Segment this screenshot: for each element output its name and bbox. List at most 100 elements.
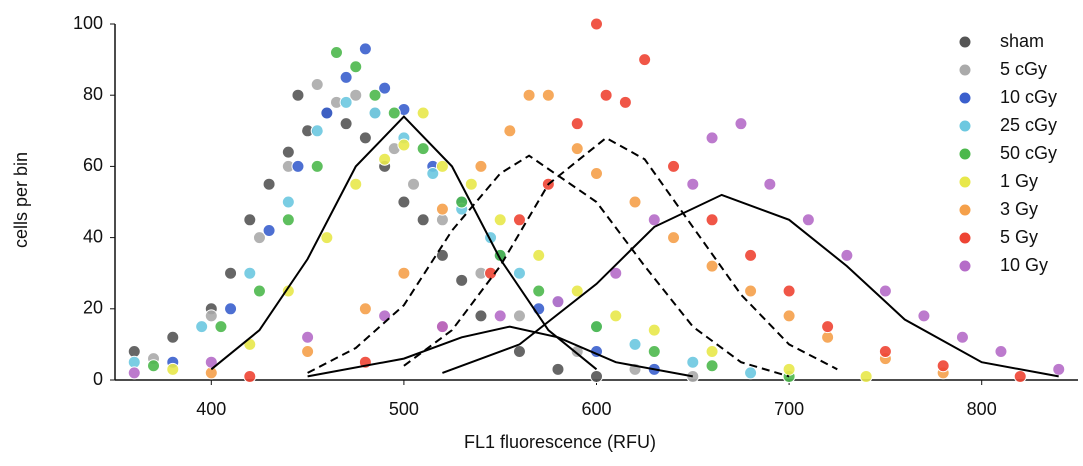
point — [599, 88, 613, 102]
point — [493, 213, 507, 227]
point — [705, 359, 719, 373]
point — [281, 195, 295, 209]
point — [686, 355, 700, 369]
point — [1013, 369, 1027, 383]
point — [955, 330, 969, 344]
point — [570, 117, 584, 131]
point — [763, 177, 777, 191]
point — [397, 138, 411, 152]
point — [416, 213, 430, 227]
point — [474, 159, 488, 173]
point — [647, 345, 661, 359]
point — [628, 195, 642, 209]
point — [522, 88, 536, 102]
point — [329, 45, 343, 59]
point — [590, 167, 603, 181]
legend-label: 25 cGy — [1000, 115, 1057, 135]
point — [541, 88, 555, 102]
point — [378, 309, 392, 323]
point — [166, 362, 180, 376]
point — [821, 320, 835, 334]
point — [368, 88, 382, 102]
point — [744, 366, 758, 380]
y-tick-label: 40 — [83, 226, 103, 246]
legend-label: 5 cGy — [1000, 59, 1047, 79]
point — [435, 159, 449, 173]
legend-marker — [958, 119, 972, 133]
point — [782, 309, 796, 323]
point — [243, 213, 257, 227]
point — [590, 369, 603, 383]
point — [493, 309, 507, 323]
point — [243, 266, 257, 280]
point — [243, 369, 257, 383]
point — [224, 302, 238, 316]
point — [667, 159, 681, 173]
point — [994, 345, 1008, 359]
point — [503, 124, 517, 138]
point — [647, 323, 661, 337]
point — [416, 142, 430, 156]
point — [474, 309, 488, 323]
point — [339, 95, 353, 109]
point — [464, 177, 478, 191]
legend-label: sham — [1000, 31, 1044, 51]
point — [281, 145, 295, 159]
point — [744, 284, 758, 298]
point — [782, 362, 796, 376]
point — [426, 167, 440, 181]
point — [397, 266, 411, 280]
x-tick-label: 400 — [196, 399, 226, 419]
point — [638, 53, 652, 67]
point — [166, 330, 180, 344]
point — [358, 131, 372, 145]
legend-marker — [958, 259, 972, 273]
point — [301, 345, 315, 359]
point — [570, 142, 584, 156]
point — [358, 42, 372, 56]
point — [734, 117, 748, 131]
point — [744, 248, 758, 262]
point — [349, 60, 363, 74]
point — [281, 284, 295, 298]
point — [801, 213, 815, 227]
point — [378, 81, 392, 95]
point — [407, 177, 421, 191]
point — [387, 106, 401, 120]
point — [281, 213, 295, 227]
y-tick-label: 60 — [83, 155, 103, 175]
point — [705, 345, 719, 359]
point — [368, 106, 382, 120]
point — [512, 309, 526, 323]
point — [252, 284, 266, 298]
x-tick-label: 800 — [967, 399, 997, 419]
y-tick-label: 100 — [73, 13, 103, 33]
legend-label: 10 cGy — [1000, 87, 1057, 107]
point — [512, 213, 526, 227]
point — [301, 330, 315, 344]
y-tick-label: 20 — [83, 298, 103, 318]
point — [705, 213, 719, 227]
fit-curve — [307, 325, 693, 378]
point — [320, 231, 334, 245]
point — [339, 117, 353, 131]
point — [214, 320, 228, 334]
fit-curve — [403, 136, 838, 371]
x-tick-label: 500 — [389, 399, 419, 419]
point — [204, 309, 218, 323]
legend-label: 5 Gy — [1000, 227, 1038, 247]
point — [378, 152, 392, 166]
point — [455, 195, 469, 209]
point — [435, 320, 449, 334]
legend-label: 50 cGy — [1000, 143, 1057, 163]
point — [147, 359, 161, 373]
point — [291, 159, 305, 173]
point — [705, 259, 719, 273]
point — [310, 124, 324, 138]
legend-marker — [958, 231, 972, 245]
point — [705, 131, 719, 145]
point — [647, 213, 661, 227]
point — [339, 70, 353, 84]
x-tick-label: 700 — [774, 399, 804, 419]
y-axis-label: cells per bin — [11, 152, 31, 248]
